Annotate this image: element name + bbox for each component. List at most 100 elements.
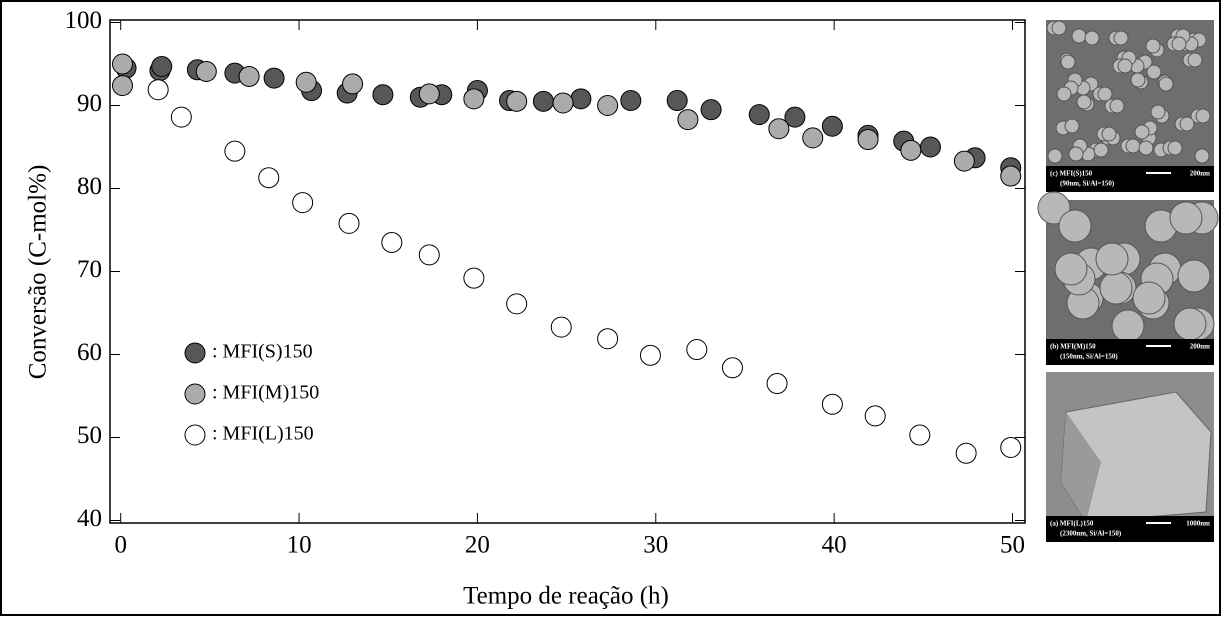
data-point <box>372 84 394 106</box>
data-point <box>1000 436 1022 458</box>
data-point <box>900 139 922 161</box>
data-point <box>418 244 440 266</box>
sem-particle <box>1167 140 1183 156</box>
data-point <box>151 55 173 77</box>
sem-caption: (b) MFI(M)150 <box>1050 343 1096 351</box>
sem-particle <box>1051 20 1067 36</box>
data-point <box>570 88 592 110</box>
sem-particle <box>1145 38 1161 54</box>
data-point <box>700 99 722 121</box>
legend-marker <box>184 342 206 364</box>
data-point <box>677 109 699 131</box>
data-point <box>748 104 770 126</box>
data-point <box>620 90 642 112</box>
data-point <box>857 129 879 151</box>
x-tick-label: 50 <box>1000 532 1025 559</box>
data-point <box>639 344 661 366</box>
caption-bg <box>1046 166 1214 192</box>
legend-marker <box>184 383 206 405</box>
data-point <box>821 393 843 415</box>
data-point <box>147 79 169 101</box>
sem-particle <box>1177 259 1211 293</box>
data-point <box>597 328 619 350</box>
sem-particle <box>1117 58 1133 74</box>
sem-particle <box>1093 142 1109 158</box>
data-point <box>721 357 743 379</box>
y-axis-title: Conversão (C-mol%) <box>25 165 52 380</box>
data-point <box>1000 165 1022 187</box>
data-point <box>864 405 886 427</box>
sem-particle <box>1101 126 1117 142</box>
data-point <box>919 136 941 158</box>
data-point <box>532 90 554 112</box>
sem-particle <box>1099 271 1133 305</box>
data-point <box>821 115 843 137</box>
data-point <box>552 92 574 114</box>
data-point <box>597 94 619 116</box>
data-point <box>463 267 485 289</box>
data-point <box>111 75 133 97</box>
sem-detail: (150nm, Si/Al=150) <box>1060 353 1118 361</box>
sem-particle <box>1058 209 1092 243</box>
sem-particle <box>1084 30 1100 46</box>
data-point <box>338 212 360 234</box>
data-point <box>784 106 806 128</box>
caption-bg <box>1046 339 1214 365</box>
sem-particle <box>1125 138 1141 154</box>
sem-particle <box>1054 252 1088 286</box>
data-point <box>463 88 485 110</box>
data-point <box>381 231 403 253</box>
legend-label: : MFI(L)150 <box>212 423 314 445</box>
data-point <box>111 53 133 75</box>
sem-particle <box>1130 72 1146 88</box>
sem-particle <box>1179 116 1195 132</box>
data-point <box>292 192 314 214</box>
data-point <box>955 442 977 464</box>
sem-particle <box>1158 76 1174 92</box>
sem-crystal-face <box>1061 412 1101 522</box>
x-tick-label: 40 <box>822 532 847 559</box>
sem-particle <box>1169 201 1203 235</box>
sem-particle <box>1111 309 1145 343</box>
data-point <box>238 65 260 87</box>
data-point <box>506 90 528 112</box>
sem-particle <box>1095 242 1129 276</box>
sem-particle <box>1076 94 1092 110</box>
y-tick-label: 80 <box>77 173 102 200</box>
sem-particle <box>1138 140 1154 156</box>
sem-particle <box>1194 148 1210 164</box>
sem-particle <box>1109 98 1125 114</box>
sem-particle <box>1047 148 1063 164</box>
sem-particle <box>1150 104 1166 120</box>
sem-particle <box>1060 54 1076 70</box>
sem-detail: (90nm, Si/Al=150) <box>1060 180 1115 188</box>
sem-scale: 200nm <box>1190 170 1210 178</box>
x-tick-label: 0 <box>114 532 127 559</box>
sem-detail: (2300nm, Si/Al=150) <box>1060 530 1122 538</box>
sem-scale: 200nm <box>1190 343 1210 351</box>
sem-particle <box>1113 30 1129 46</box>
sem-particle <box>1171 36 1187 52</box>
data-point <box>263 67 285 89</box>
y-tick-label: 60 <box>77 339 102 366</box>
sem-particle <box>1134 124 1150 140</box>
legend-label: : MFI(M)150 <box>212 382 319 404</box>
x-tick-label: 20 <box>465 532 490 559</box>
data-point <box>224 140 246 162</box>
data-point <box>768 118 790 140</box>
data-point <box>295 71 317 93</box>
data-point <box>342 73 364 95</box>
data-point <box>802 127 824 149</box>
sem-particle <box>1146 64 1162 80</box>
data-point <box>195 60 217 82</box>
data-point <box>418 83 440 105</box>
sem-caption: (a) MFI(L)150 <box>1050 520 1094 528</box>
sem-particle <box>1132 281 1166 315</box>
caption-bg <box>1046 516 1214 542</box>
data-point <box>766 373 788 395</box>
sem-scale: 1000nm <box>1186 520 1210 528</box>
sem-caption: (c) MFI(S)150 <box>1050 170 1093 178</box>
data-point <box>170 106 192 128</box>
x-tick-label: 30 <box>643 532 668 559</box>
